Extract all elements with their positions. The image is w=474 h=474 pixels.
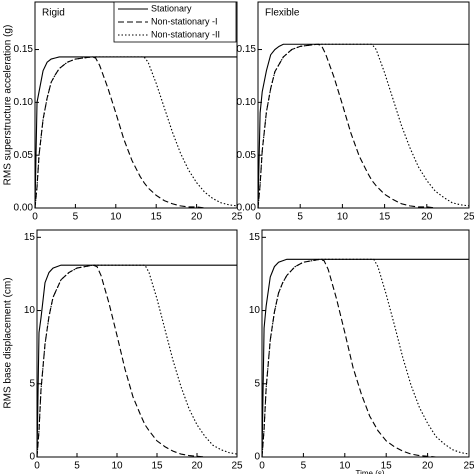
x-tick-label: 0 — [34, 461, 40, 472]
y-tick-label: 0 — [29, 452, 35, 463]
x-tick-label: 25 — [463, 461, 474, 472]
x-tick-label: 10 — [337, 212, 349, 223]
panel-title: Flexible — [265, 8, 300, 19]
series-line — [257, 43, 470, 209]
y-tick-label: 0.05 — [237, 150, 257, 161]
x-tick-label: 5 — [297, 212, 303, 223]
axes-frame — [261, 229, 470, 458]
x-tick-label: 10 — [110, 212, 122, 223]
x-tick-label: 20 — [191, 461, 203, 472]
y-tick-label: 0 — [254, 452, 260, 463]
series-line — [257, 43, 469, 209]
series-line — [36, 264, 238, 458]
x-tick-label: 10 — [339, 461, 351, 472]
x-tick-label: 0 — [259, 461, 265, 472]
y-tick-label: 0.15 — [14, 44, 34, 55]
series-line — [34, 56, 237, 209]
x-tick-label: 5 — [73, 212, 79, 223]
series-line — [34, 56, 237, 209]
x-tick-label: 25 — [231, 212, 243, 223]
y-axis-label: RMS base displacement (cm) — [3, 277, 14, 408]
series-line — [34, 56, 238, 209]
series-line — [261, 258, 469, 458]
y-axis-label: RMS superstructure acceleration (g) — [3, 25, 14, 186]
x-tick-label: 20 — [191, 212, 203, 223]
x-tick-label: 20 — [422, 461, 434, 472]
y-tick-label: 10 — [249, 305, 261, 316]
y-tick-label: 0.10 — [237, 97, 257, 108]
x-tick-label: 15 — [381, 461, 393, 472]
x-axis-label: Time (s) — [355, 469, 384, 474]
y-tick-label: 15 — [24, 232, 36, 243]
x-tick-label: 20 — [421, 212, 433, 223]
series-line — [261, 258, 470, 458]
x-tick-label: 0 — [32, 212, 38, 223]
x-tick-label: 25 — [231, 461, 243, 472]
x-tick-label: 15 — [151, 461, 163, 472]
x-tick-label: 5 — [301, 461, 307, 472]
y-tick-label: 15 — [249, 232, 261, 243]
y-tick-label: 0.05 — [14, 150, 34, 161]
series-line — [36, 264, 237, 458]
y-tick-label: 10 — [24, 305, 36, 316]
x-tick-label: 0 — [255, 212, 261, 223]
x-tick-label: 15 — [379, 212, 391, 223]
x-tick-label: 5 — [74, 461, 80, 472]
legend-label: Non-stationary -I — [151, 16, 218, 26]
y-tick-label: 0.00 — [237, 203, 257, 214]
axes-frame — [257, 1, 470, 209]
axes-frame — [36, 229, 238, 458]
legend-label: Stationary — [151, 3, 192, 13]
y-tick-label: 0.00 — [14, 203, 34, 214]
y-tick-label: 5 — [29, 378, 35, 389]
y-tick-label: 5 — [254, 378, 260, 389]
x-tick-label: 10 — [111, 461, 123, 472]
legend-label: Non-stationary -II — [151, 29, 220, 39]
x-tick-label: 15 — [151, 212, 163, 223]
panel-title: Rigid — [42, 8, 65, 19]
series-line — [257, 43, 469, 209]
y-tick-label: 0.15 — [237, 44, 257, 55]
series-line — [261, 258, 469, 458]
y-tick-label: 0.10 — [14, 97, 34, 108]
x-tick-label: 25 — [463, 212, 474, 223]
series-line — [36, 264, 237, 458]
